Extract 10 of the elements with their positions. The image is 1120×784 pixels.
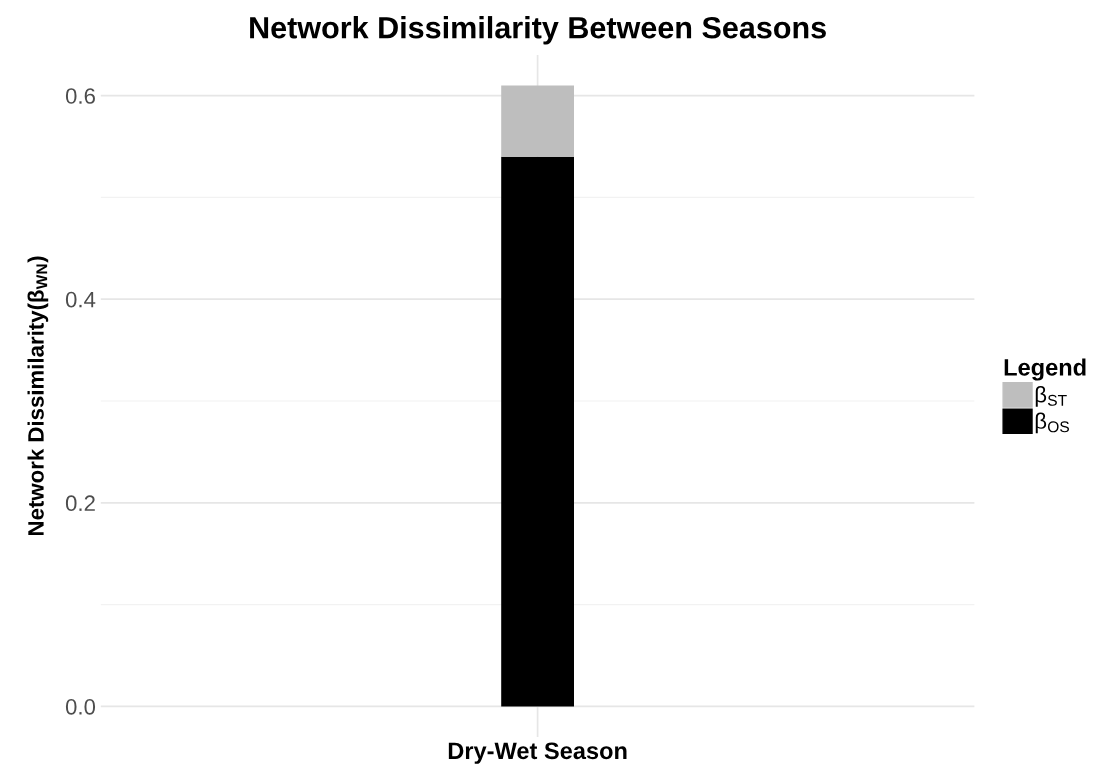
y-tick-label: 0.6 (65, 88, 95, 104)
y-tick-label: 0.4 (65, 291, 96, 308)
legend-title: Legend (1004, 358, 1086, 381)
legend-label: β$_{ST}$ (1035, 386, 1067, 407)
chart-title: Network Dissimilarity Between Seasons (250, 16, 826, 45)
legend-label: β$_{OS}$ (1035, 412, 1069, 434)
x-tick-label: Dry-Wet Season (448, 742, 627, 764)
y-tick-label: 0.0 (65, 698, 96, 715)
y-axis-title: Network Dissimilarity(β$_{WN}$) (27, 256, 49, 535)
y-tick-label: 0.2 (65, 495, 95, 512)
